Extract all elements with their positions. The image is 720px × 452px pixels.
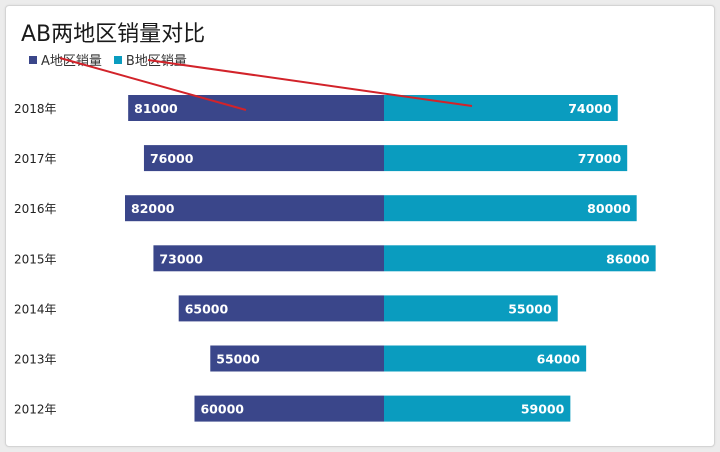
bar-b[interactable] xyxy=(384,245,656,272)
category-label: 2017年 xyxy=(14,152,57,166)
data-label-a: 60000 xyxy=(200,402,244,417)
data-label-b: 74000 xyxy=(568,101,612,116)
chart-card: AB两地区销量对比 A地区销量 B地区销量 xyxy=(5,5,715,447)
category-label: 2014年 xyxy=(14,302,57,316)
bar-b[interactable] xyxy=(384,145,628,172)
bar-a[interactable] xyxy=(143,145,384,172)
legend-swatch-b xyxy=(113,55,122,64)
data-label-b: 86000 xyxy=(606,251,650,266)
annotation-line-a xyxy=(59,57,247,111)
bar-a[interactable] xyxy=(128,95,384,121)
bar-b[interactable] xyxy=(384,395,571,422)
category-label: 2013年 xyxy=(14,353,57,367)
bar-a[interactable] xyxy=(125,195,385,222)
category-label: 2012年 xyxy=(14,403,57,417)
bar-a[interactable] xyxy=(153,245,384,272)
data-label-b: 64000 xyxy=(537,352,581,367)
bar-b[interactable] xyxy=(384,195,637,222)
data-label-a: 82000 xyxy=(131,201,175,216)
bar-a[interactable] xyxy=(178,295,384,322)
data-label-b: 55000 xyxy=(508,301,552,316)
bar-b[interactable] xyxy=(384,345,587,372)
bar-b[interactable] xyxy=(384,295,558,322)
data-label-a: 76000 xyxy=(150,151,194,166)
data-label-a: 55000 xyxy=(216,352,260,367)
category-label: 2016年 xyxy=(14,202,57,216)
data-label-b: 80000 xyxy=(587,201,631,216)
category-label: 2018年 xyxy=(14,102,57,116)
category-label: 2015年 xyxy=(14,252,57,266)
data-label-a: 81000 xyxy=(134,101,178,116)
legend-swatch-a xyxy=(29,55,37,64)
bar-a[interactable] xyxy=(210,345,384,372)
bar-a[interactable] xyxy=(194,395,384,422)
data-label-a: 65000 xyxy=(185,301,229,316)
annotation-line-b xyxy=(147,59,473,107)
data-label-b: 77000 xyxy=(578,151,622,166)
chart-title: AB两地区销量对比 xyxy=(21,22,206,47)
data-label-b: 59000 xyxy=(521,402,565,417)
data-label-a: 73000 xyxy=(159,251,203,266)
